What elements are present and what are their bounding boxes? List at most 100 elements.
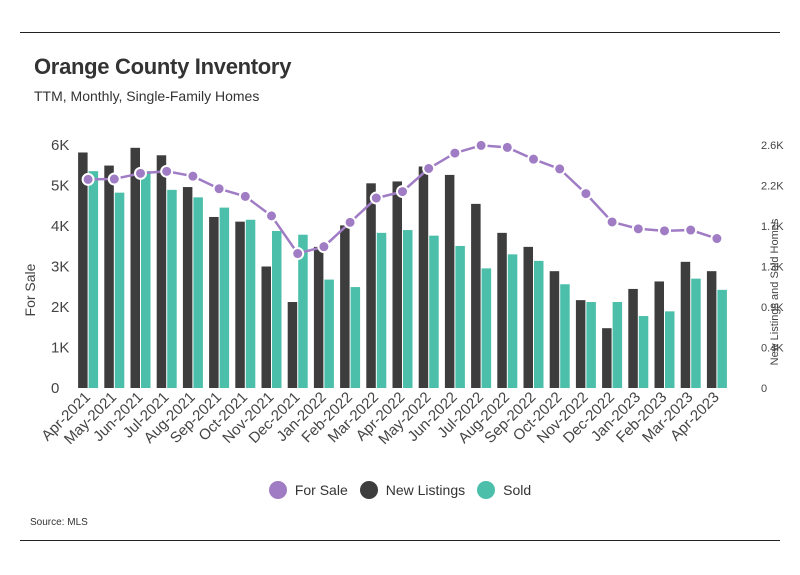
right-axis-title: New Listings and Sold Homes bbox=[769, 218, 781, 365]
bar-sold-oct-2021 bbox=[245, 219, 256, 388]
bar-sold-jan-2023 bbox=[638, 316, 649, 388]
point-for-sale-may-2021 bbox=[107, 172, 121, 186]
point-for-sale-feb-2023 bbox=[658, 224, 671, 238]
bar-new-listings-may-2022 bbox=[418, 166, 429, 388]
bar-sold-oct-2022 bbox=[560, 284, 570, 388]
point-for-sale-sep-2021 bbox=[212, 182, 226, 196]
point-for-sale-dec-2022 bbox=[605, 215, 619, 229]
point-for-sale-jun-2021 bbox=[134, 166, 147, 180]
left-tick-label: 0 bbox=[51, 380, 59, 397]
left-tick-label: 1K bbox=[51, 340, 69, 357]
bar-new-listings-apr-2023 bbox=[706, 271, 717, 388]
bar-sold-jul-2022 bbox=[481, 268, 492, 388]
bar-sold-nov-2022 bbox=[586, 302, 596, 388]
chart-title: Orange County Inventory bbox=[34, 54, 292, 79]
point-for-sale-jan-2023 bbox=[631, 222, 645, 236]
top-rule bbox=[20, 32, 780, 33]
bar-sold-apr-2022 bbox=[403, 230, 413, 388]
chart-subtitle: TTM, Monthly, Single-Family Homes bbox=[34, 88, 260, 104]
point-for-sale-aug-2021 bbox=[186, 169, 200, 183]
bar-sold-jan-2022 bbox=[324, 279, 334, 388]
bar-sold-apr-2021 bbox=[88, 171, 99, 388]
legend-label-new-listings: New Listings bbox=[385, 482, 466, 498]
bar-new-listings-jun-2022 bbox=[444, 174, 455, 388]
point-for-sale-apr-2022 bbox=[396, 185, 409, 199]
bar-sold-jun-2021 bbox=[141, 171, 151, 388]
bar-sold-may-2022 bbox=[429, 235, 439, 388]
left-tick-label: 3K bbox=[51, 259, 69, 276]
legend-item-new-listings: New Listings bbox=[359, 481, 466, 499]
point-for-sale-mar-2022 bbox=[369, 191, 383, 205]
bar-sold-feb-2023 bbox=[665, 311, 675, 388]
legend-swatch-for-sale bbox=[268, 481, 287, 499]
bar-new-listings-nov-2021 bbox=[261, 266, 271, 388]
bar-sold-jun-2022 bbox=[455, 245, 465, 388]
bar-sold-sep-2022 bbox=[534, 260, 544, 388]
bar-new-listings-oct-2022 bbox=[549, 271, 560, 388]
bar-new-listings-sep-2021 bbox=[209, 216, 219, 388]
right-tick-label: 0 bbox=[761, 383, 767, 395]
point-for-sale-jul-2022 bbox=[474, 138, 488, 152]
left-tick-label: 2K bbox=[51, 299, 69, 316]
bar-new-listings-mar-2023 bbox=[680, 261, 691, 388]
point-for-sale-apr-2023 bbox=[710, 232, 724, 246]
right-tick-label: 0.4K bbox=[761, 343, 784, 355]
bar-sold-aug-2022 bbox=[507, 254, 518, 388]
legend-item-for-sale: For Sale bbox=[268, 481, 348, 499]
point-for-sale-nov-2021 bbox=[265, 209, 278, 223]
bar-new-listings-jan-2023 bbox=[628, 288, 638, 388]
point-for-sale-may-2022 bbox=[422, 161, 436, 175]
point-for-sale-nov-2022 bbox=[579, 187, 593, 201]
bar-sold-feb-2022 bbox=[350, 287, 361, 388]
legend-label-sold: Sold bbox=[503, 482, 532, 498]
bar-sold-dec-2021 bbox=[298, 234, 308, 388]
bar-sold-dec-2022 bbox=[612, 302, 623, 388]
legend-item-sold: Sold bbox=[477, 481, 531, 499]
bar-new-listings-mar-2022 bbox=[366, 183, 376, 388]
bar-new-listings-oct-2021 bbox=[235, 221, 245, 388]
left-tick-label: 6K bbox=[51, 137, 69, 154]
chart-legend: For Sale New Listings Sold bbox=[0, 481, 800, 499]
bar-new-listings-apr-2021 bbox=[78, 152, 88, 388]
point-for-sale-oct-2022 bbox=[553, 162, 567, 176]
bar-sold-sep-2021 bbox=[219, 207, 230, 388]
bar-sold-mar-2022 bbox=[376, 232, 387, 388]
bar-sold-mar-2023 bbox=[691, 278, 701, 388]
left-axis-title: For Sale bbox=[22, 263, 38, 316]
bar-sold-apr-2023 bbox=[717, 289, 727, 388]
point-for-sale-apr-2021 bbox=[81, 172, 95, 186]
bar-sold-aug-2021 bbox=[193, 197, 203, 388]
point-for-sale-aug-2022 bbox=[500, 140, 514, 154]
bar-sold-may-2021 bbox=[114, 192, 125, 388]
bar-new-listings-apr-2022 bbox=[392, 181, 402, 388]
bar-new-listings-nov-2022 bbox=[575, 300, 586, 388]
point-for-sale-oct-2021 bbox=[238, 189, 252, 203]
bar-new-listings-may-2021 bbox=[104, 165, 114, 388]
point-for-sale-sep-2022 bbox=[527, 152, 540, 166]
bar-new-listings-jan-2022 bbox=[313, 246, 324, 388]
left-tick-label: 4K bbox=[51, 218, 69, 235]
right-tick-label: 2.2K bbox=[761, 181, 784, 193]
right-tick-label: 2.6K bbox=[761, 140, 784, 152]
bar-new-listings-feb-2023 bbox=[654, 281, 664, 388]
point-for-sale-feb-2022 bbox=[343, 215, 357, 229]
bar-new-listings-feb-2022 bbox=[340, 225, 350, 388]
bar-sold-jul-2021 bbox=[167, 189, 177, 388]
point-for-sale-dec-2021 bbox=[291, 247, 305, 261]
bar-new-listings-aug-2022 bbox=[497, 232, 507, 388]
bar-new-listings-jun-2021 bbox=[130, 147, 140, 388]
bar-new-listings-dec-2021 bbox=[287, 302, 298, 388]
bar-new-listings-aug-2021 bbox=[182, 187, 193, 388]
bar-new-listings-dec-2022 bbox=[602, 328, 612, 388]
right-tick-label: 1.7K bbox=[761, 221, 784, 233]
legend-swatch-new-listings bbox=[359, 481, 378, 499]
bar-sold-nov-2021 bbox=[272, 230, 282, 388]
bar-new-listings-jul-2022 bbox=[471, 203, 481, 388]
legend-swatch-sold bbox=[477, 481, 496, 499]
point-for-sale-jun-2022 bbox=[448, 146, 462, 160]
point-for-sale-mar-2023 bbox=[684, 223, 698, 237]
bar-new-listings-jul-2021 bbox=[156, 155, 167, 388]
bottom-rule bbox=[20, 540, 780, 541]
right-tick-label: 0.9K bbox=[761, 302, 784, 314]
